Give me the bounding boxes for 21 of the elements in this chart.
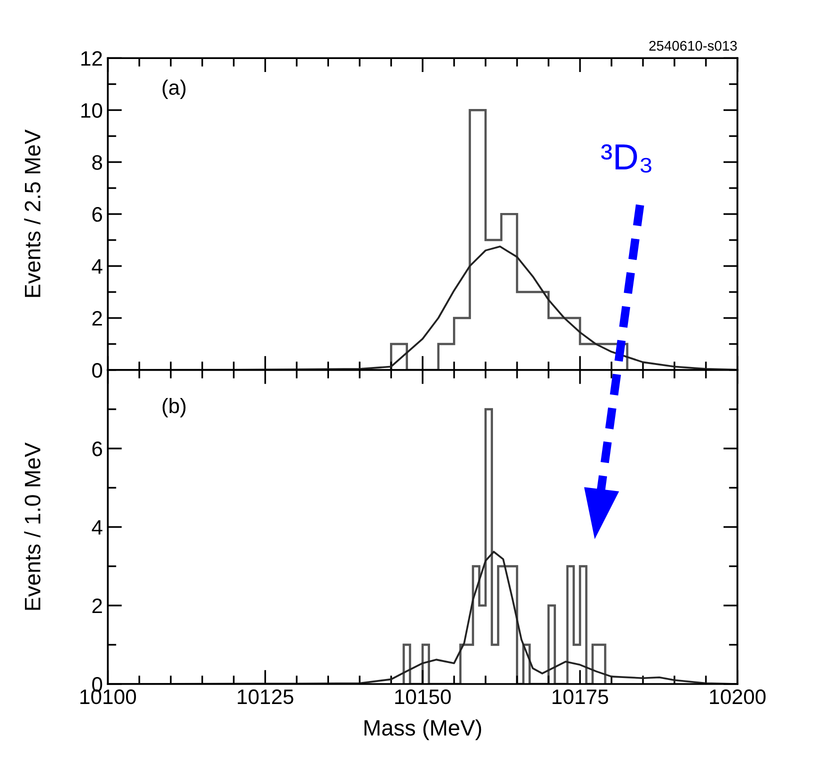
y-tick-label: 4 [92,520,102,535]
annotation: ³D₃ [601,144,652,173]
y-tick-label: 4 [92,259,102,274]
y-tick-label: 2 [92,598,102,614]
x-axis-title: Mass (MeV) [364,719,482,740]
x-tick-label: 10125 [238,689,294,704]
y-tick-label: 12 [81,51,102,66]
text: 2540610-s013 [649,40,737,51]
annotation: (a) [162,80,186,100]
x-tick-label: 10200 [710,689,766,704]
x-tick-label: 10150 [395,689,451,704]
y-axis-title: Events / 1.0 MeV [24,442,40,610]
y-tick-label: 8 [92,155,102,170]
y-tick-label: 6 [92,441,102,456]
y-axis-title: Events / 2.5 MeV [24,130,40,297]
y-tick-label: 0 [92,362,102,378]
y-tick-label: 10 [81,103,102,118]
y-tick-label: 6 [92,207,102,222]
x-tick-label: 10175 [552,689,608,704]
annotation: (b) [162,398,186,418]
y-tick-label: 2 [92,311,102,326]
